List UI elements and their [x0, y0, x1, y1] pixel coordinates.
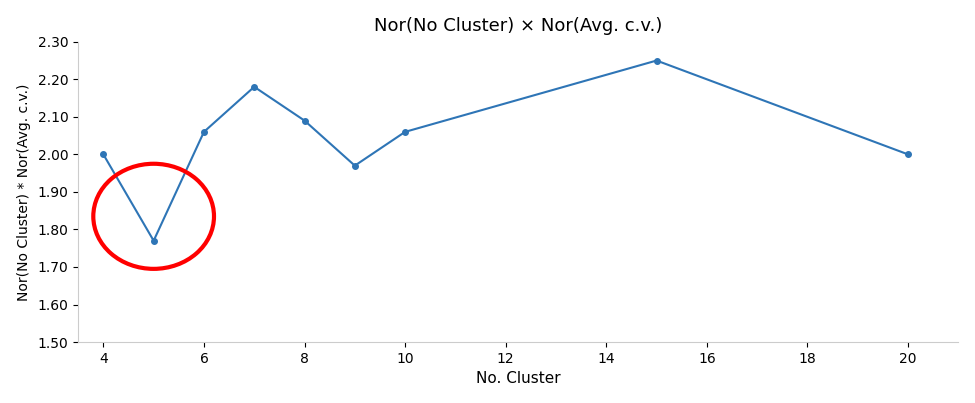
- X-axis label: No. Cluster: No. Cluster: [476, 371, 561, 386]
- Y-axis label: Nor(No Cluster) * Nor(Avg. c.v.): Nor(No Cluster) * Nor(Avg. c.v.): [17, 83, 30, 301]
- Title: Nor(No Cluster) × Nor(Avg. c.v.): Nor(No Cluster) × Nor(Avg. c.v.): [374, 17, 662, 35]
